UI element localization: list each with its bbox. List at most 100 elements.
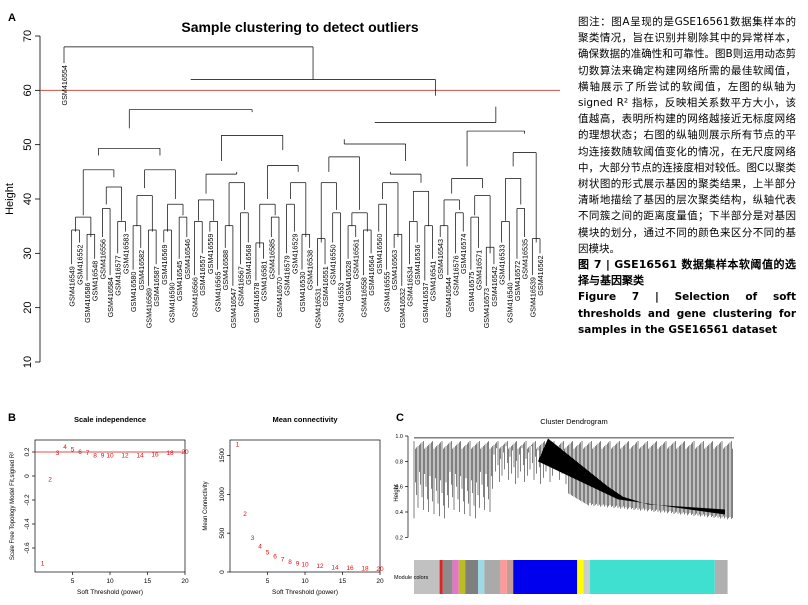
y-tick-label: 70 <box>22 30 34 42</box>
y-tick-label: 0 <box>24 474 31 478</box>
data-point-label: 1 <box>41 561 45 568</box>
leaf-label: GSM416579 <box>283 255 292 295</box>
y-tick-label: 1.0 <box>395 434 403 440</box>
leaf-label: GSM416590 <box>167 283 176 323</box>
y-tick-label: 1000 <box>219 487 226 502</box>
leaf-label: GSM416559 <box>206 234 215 274</box>
leaf-label: GSM416576 <box>452 255 461 295</box>
leaf-label: GSM416581 <box>260 261 269 301</box>
chart-title: Scale independence <box>74 415 146 424</box>
data-point-label: 6 <box>273 553 277 560</box>
leaf-label: GSM416548 <box>91 261 100 301</box>
leaf-label: GSM416529 <box>290 234 299 274</box>
leaf-label: GSM416566 <box>191 277 200 317</box>
leaf-label: GSM416547 <box>229 288 238 328</box>
module-color-segment <box>590 560 715 594</box>
figure-caption: 图注：图A呈现的是GSE16561数据集样本的聚类情况，旨在识别并剔除其中的异常… <box>578 14 796 338</box>
module-color-segment <box>506 560 514 594</box>
module-color-segment <box>442 560 453 594</box>
data-point-label: 10 <box>301 562 309 569</box>
leaf-label: GSM416565 <box>214 272 223 312</box>
leaf-label: GSM416563 <box>390 250 399 290</box>
data-point-label: 2 <box>243 511 247 518</box>
leaf-label: GSM416583 <box>121 234 130 274</box>
leaf-label: GSM416561 <box>352 239 361 279</box>
leaf-label: GSM416574 <box>459 234 468 274</box>
leaf-label: GSM416568 <box>244 244 253 284</box>
leaf-label: GSM416587 <box>152 266 161 306</box>
sample-clustering-chart: Sample clustering to detect outliers 10 20… <box>4 19 560 368</box>
data-point-label: 18 <box>166 450 174 457</box>
leaf-label: GSM416537 <box>421 283 430 323</box>
y-tick-label: 20 <box>22 302 34 314</box>
leaf-label: GSM416543 <box>436 239 445 279</box>
leaf-label: GSM416572 <box>513 261 522 301</box>
data-point-label: 8 <box>93 453 97 460</box>
y-tick-label: 60 <box>22 84 34 96</box>
leaf-label: GSM416578 <box>252 283 261 323</box>
x-tick-label: 20 <box>376 578 384 585</box>
chart-title: Sample clustering to detect outliers <box>181 19 418 35</box>
x-tick-label: 15 <box>339 578 347 585</box>
leaf-label: GSM416586 <box>83 283 92 323</box>
leaf-label: GSM416531 <box>313 288 322 328</box>
data-point-label: 18 <box>361 566 369 573</box>
leaf-label: GSM416528 <box>344 261 353 301</box>
plot-frame <box>229 439 381 573</box>
leaf-label: GSM416535 <box>521 239 530 279</box>
data-point-label: 3 <box>56 450 60 457</box>
leaf-label: GSM416557 <box>198 255 207 295</box>
x-tick-label: 20 <box>181 578 189 585</box>
module-color-segment <box>500 560 507 594</box>
data-point-label: 20 <box>376 566 384 573</box>
leaf-label: GSM416538 <box>306 250 315 290</box>
data-point-label: 12 <box>121 453 129 460</box>
data-point-label: 7 <box>281 557 285 564</box>
y-axis-label: Height <box>394 484 400 502</box>
y-axis-label: Mean Connectivity <box>203 481 209 530</box>
module-color-segment <box>458 560 466 594</box>
leaf-label: GSM416570 <box>275 277 284 317</box>
data-point-label: 16 <box>151 451 159 458</box>
data-point-label: 4 <box>258 543 262 550</box>
data-point-label: 1 <box>236 442 240 449</box>
data-point-label: 5 <box>71 447 75 454</box>
leaf-label: GSM416556 <box>98 239 107 279</box>
module-color-segment <box>465 560 478 594</box>
leaf-label: GSM416541 <box>429 261 438 301</box>
leaf-label: GSM416580 <box>129 272 138 312</box>
leaf-label: GSM416558 <box>359 277 368 317</box>
data-point-label: 9 <box>101 453 105 460</box>
leaf-label: GSM416546 <box>183 239 192 279</box>
leaf-label: GSM416567 <box>237 266 246 306</box>
y-tick-label: 0.4 <box>395 510 403 516</box>
x-axis-label: Soft Threshold (power) <box>272 589 338 596</box>
leaf-label: GSM416544 <box>444 277 453 317</box>
caption-body-zh: 图注：图A呈现的是GSE16561数据集样本的聚类情况，旨在识别并剔除其中的异常… <box>578 16 796 255</box>
module-color-segment <box>513 560 578 594</box>
y-tick-label: 0.2 <box>24 447 31 456</box>
leaf-label: GSM416562 <box>536 255 545 295</box>
data-point-label: 7 <box>86 450 90 457</box>
y-tick-label: -0.2 <box>24 494 31 506</box>
leaf-label: GSM416551 <box>321 266 330 306</box>
data-point-label: 3 <box>251 535 255 542</box>
x-tick-label: 10 <box>301 578 309 585</box>
leaf-label: GSM416536 <box>413 244 422 284</box>
leaf-label: GSM416545 <box>175 261 184 301</box>
leaf-label: GSM416571 <box>475 250 484 290</box>
data-point-label: 14 <box>136 453 144 460</box>
module-color-segment <box>577 560 584 594</box>
leaf-label: GSM416540 <box>505 283 514 323</box>
colorbar-label: Module colors <box>394 575 428 581</box>
leaf-label: GSM416588 <box>221 250 230 290</box>
leaf-label: GSM416530 <box>298 272 307 312</box>
y-tick-label: 500 <box>219 527 226 538</box>
module-color-segment <box>583 560 590 594</box>
leaf-label: GSM416550 <box>329 244 338 284</box>
leaf-label: GSM416542 <box>490 266 499 306</box>
data-point-label: 9 <box>296 560 300 567</box>
leaf-label: GSM416555 <box>382 272 391 312</box>
leaf-label: GSM416575 <box>467 272 476 312</box>
leaf-label: GSM416584 <box>106 277 115 317</box>
